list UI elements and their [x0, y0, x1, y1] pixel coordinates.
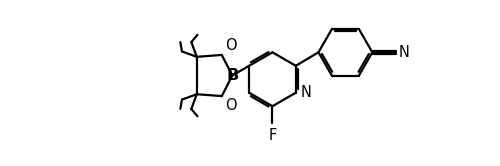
Text: N: N	[300, 85, 312, 100]
Text: O: O	[225, 38, 236, 53]
Text: O: O	[225, 98, 236, 113]
Text: N: N	[399, 45, 410, 60]
Text: F: F	[268, 127, 276, 143]
Text: B: B	[226, 68, 238, 83]
